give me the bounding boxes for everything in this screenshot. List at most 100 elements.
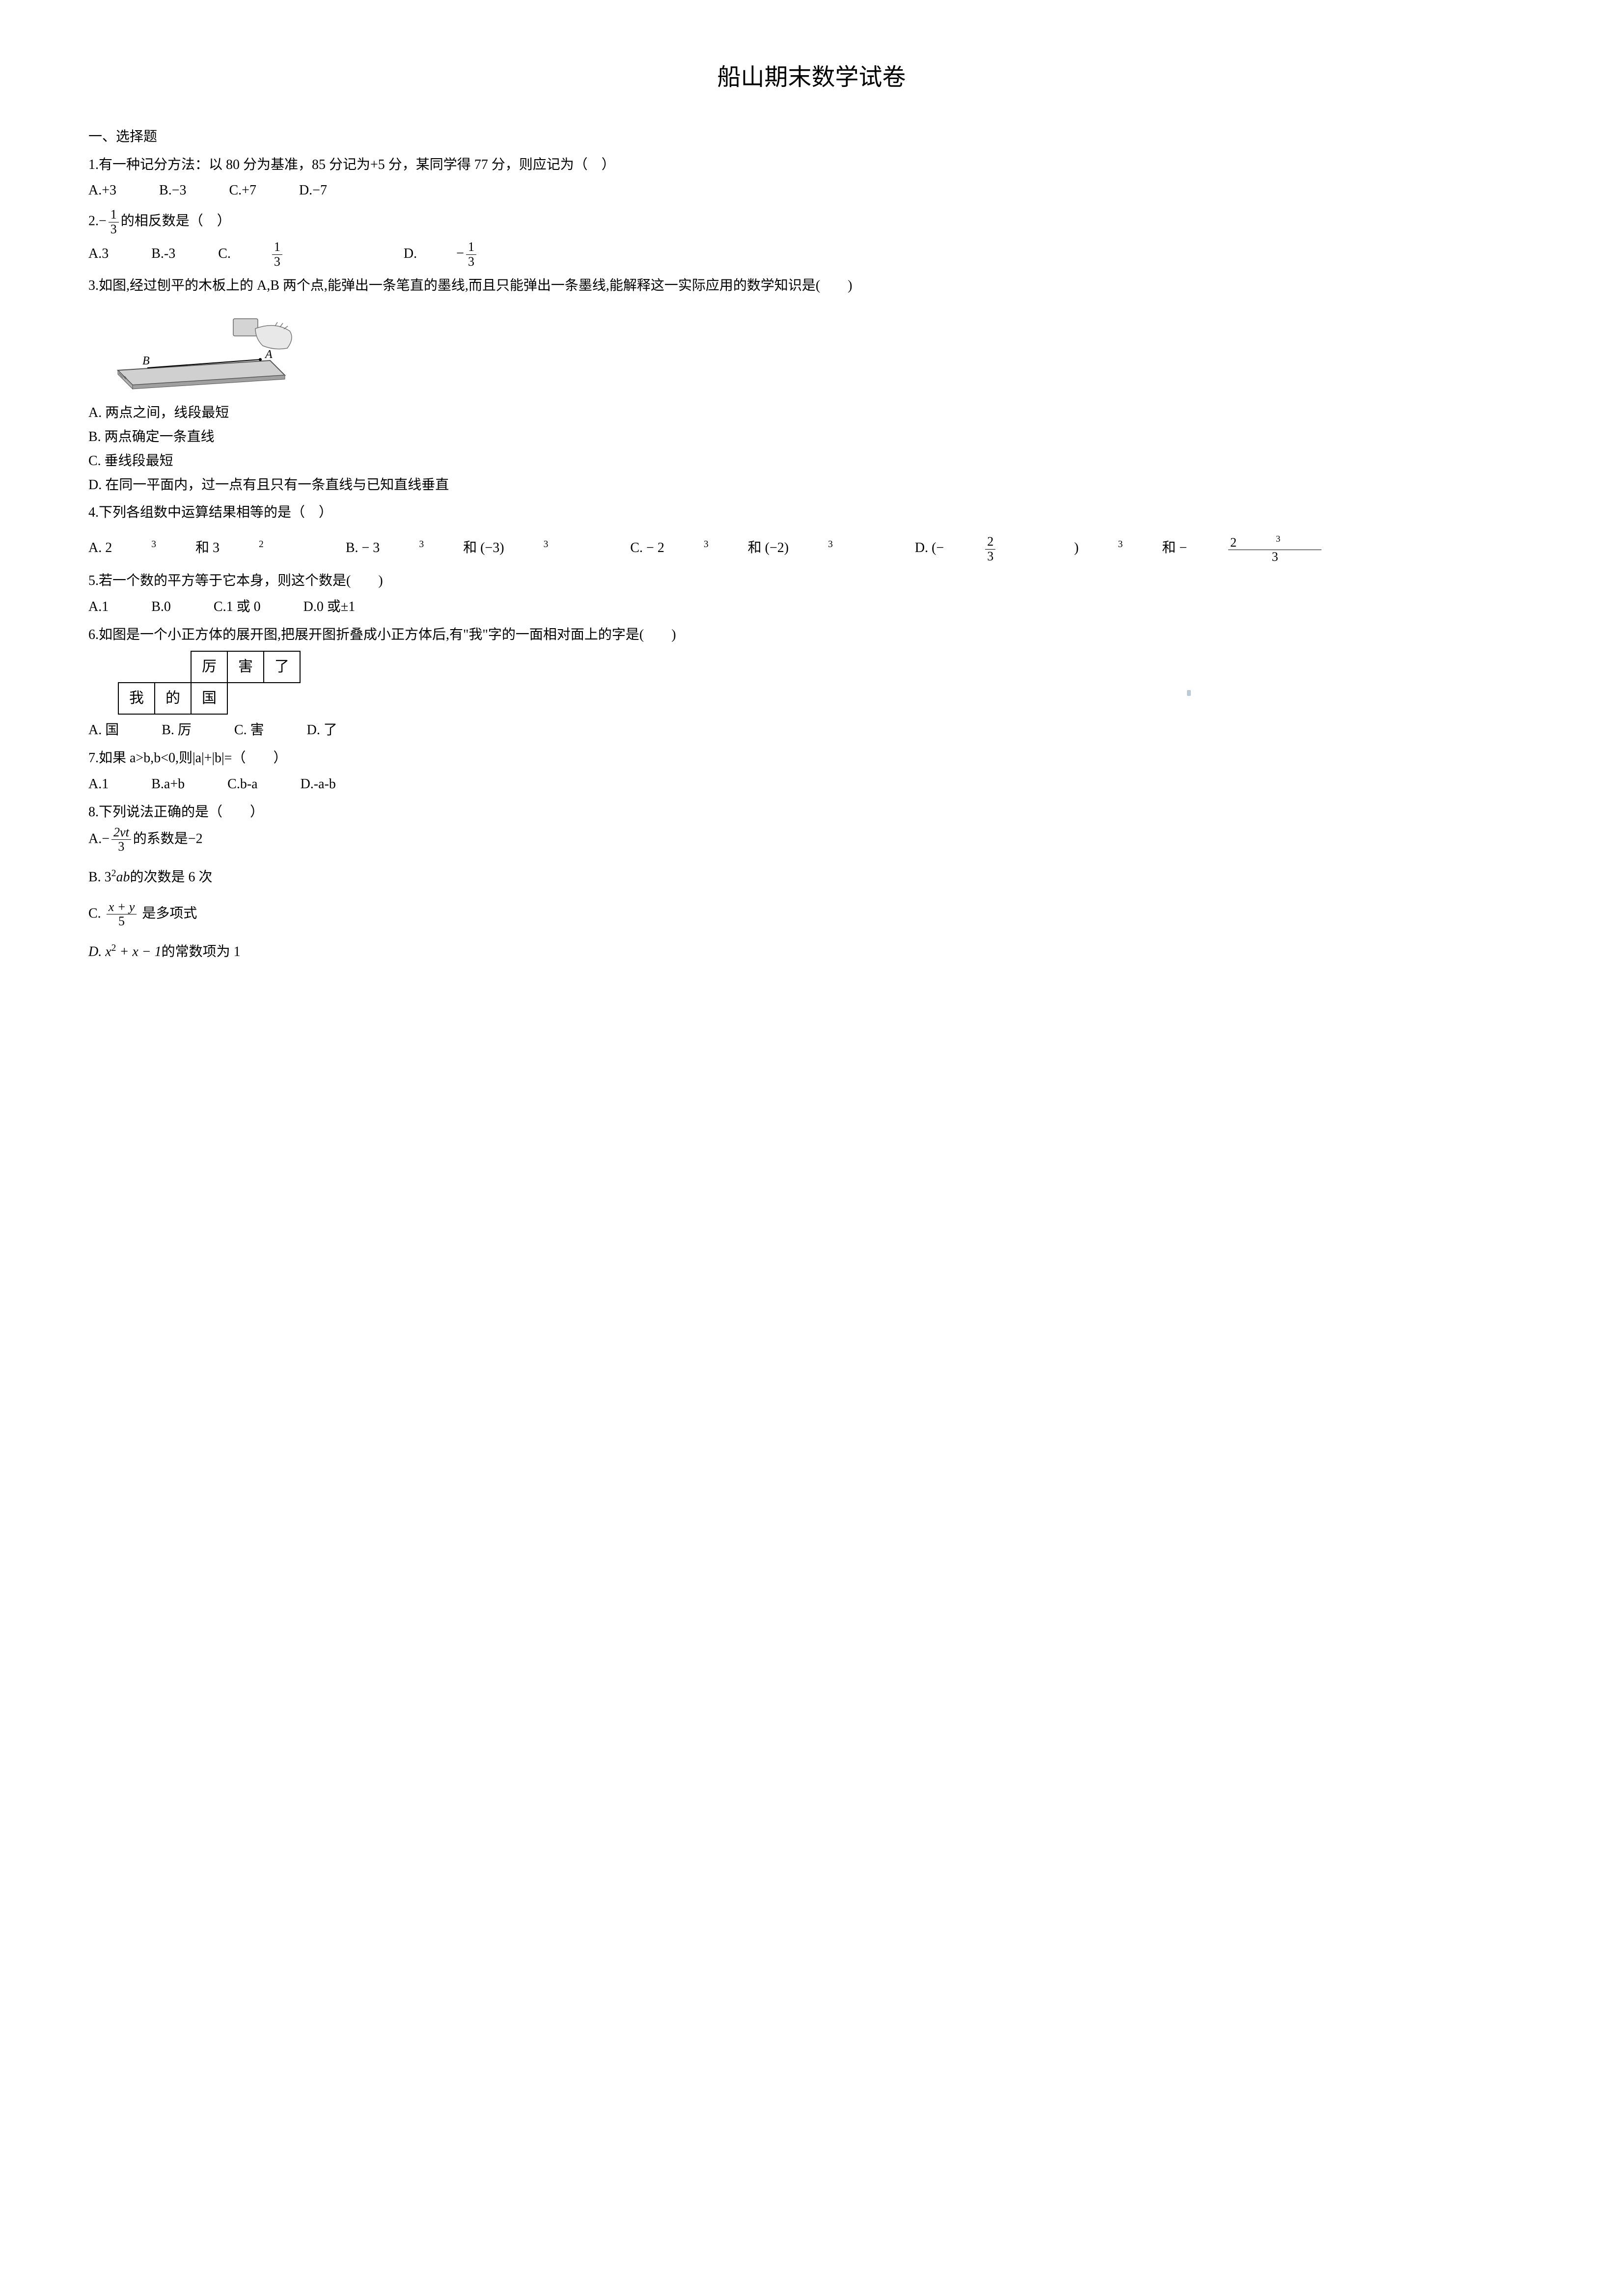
q4-optC: C. − 2 3 和 (−2) 3	[630, 537, 872, 559]
q4-optB-p2: 和 (−3)	[463, 537, 504, 559]
svg-text:B: B	[142, 355, 150, 367]
q2-optC-frac: 13	[272, 240, 322, 269]
q8-optB: B. 32ab的次数是 6 次	[88, 866, 1535, 888]
question-2: 2.−13的相反数是（ ） A.3 B.-3 C.13 D.−13	[88, 208, 1535, 269]
question-1: 1.有一种记分方法：以 80 分为基准，85 分记为+5 分，某同学得 77 分…	[88, 154, 1535, 202]
q2-optD-prefix: D.	[404, 243, 417, 265]
q8-optB-p3: 的次数是 6 次	[130, 869, 212, 885]
q7-options: A.1 B.a+b C.b-a D.-a-b	[88, 774, 1535, 796]
q8-optD: D. x2 + x − 1的常数项为 1	[88, 941, 1535, 963]
q4-optA-exp2: 2	[259, 537, 264, 552]
q7-optC: C.b-a	[227, 774, 257, 796]
q7-optA: A.1	[88, 774, 109, 796]
q2-optD: D.−13	[404, 240, 555, 269]
q8-optC-suffix: 是多项式	[138, 906, 197, 921]
q3-optD: D. 在同一平面内，过一点有且只有一条直线与已知直线垂直	[88, 474, 1535, 497]
q4-optC-exp1: 3	[704, 537, 709, 552]
q4-optB-p1: B. − 3	[346, 537, 380, 559]
q4-optD-frac2: 233	[1228, 534, 1361, 564]
q4-optD-p1: D. (−	[915, 537, 944, 559]
q7-text: 7.如果 a>b,b<0,则|a|+|b|=（ ）	[88, 747, 1535, 770]
smudge-mark	[1187, 690, 1191, 696]
wood-plank-diagram: A B	[108, 302, 1535, 397]
q4-options: A. 23和 32 B. − 33和 (−3)3 C. − 23和 (−2)3 …	[88, 534, 1535, 564]
q1-optB: B.−3	[159, 180, 186, 202]
q5-optD: D.0 或±1	[303, 596, 356, 618]
svg-text:A: A	[264, 348, 273, 361]
q6-optC: C. 害	[234, 719, 264, 742]
q6-text: 6.如图是一个小正方体的展开图,把展开图折叠成小正方体后,有"我"字的一面相对面…	[88, 624, 1535, 646]
q8-optC-den: 5	[107, 914, 137, 929]
q4-optC-exp2: 3	[828, 537, 833, 552]
q8-optD-exp: 2	[111, 943, 116, 953]
q1-optC: C.+7	[229, 180, 256, 202]
q8-optC-prefix: C.	[88, 906, 105, 921]
q2-options: A.3 B.-3 C.13 D.−13	[88, 240, 1535, 269]
q4-optD-den2: 3	[1228, 550, 1321, 564]
q4-optD-den1: 3	[985, 550, 995, 564]
q4-optA-exp1: 3	[151, 537, 156, 552]
net-cell-wo: 我	[118, 683, 155, 714]
q2-optC-prefix: C.	[218, 243, 231, 265]
question-7: 7.如果 a>b,b<0,则|a|+|b|=（ ） A.1 B.a+b C.b-…	[88, 747, 1535, 796]
q2-frac-den: 3	[109, 222, 119, 237]
q4-optD-num2: 23	[1228, 534, 1321, 550]
q5-optC: C.1 或 0	[214, 596, 261, 618]
q1-options: A.+3 B.−3 C.+7 D.−7	[88, 180, 1535, 202]
question-6: 6.如图是一个小正方体的展开图,把展开图折叠成小正方体后,有"我"字的一面相对面…	[88, 624, 1535, 742]
q2-optD-num: 1	[466, 240, 476, 255]
q2-prefix: 2.	[88, 214, 99, 229]
q7-optD: D.-a-b	[301, 774, 336, 796]
net-cell-guo: 国	[191, 683, 227, 714]
q1-optA: A.+3	[88, 180, 116, 202]
q8-text: 8.下列说法正确的是（ ）	[88, 802, 1535, 824]
q6-optA: A. 国	[88, 719, 119, 742]
q8-optA: A.−2vt3的系数是−2	[88, 826, 1535, 854]
q4-optD-frac1: 23	[985, 535, 1035, 563]
question-5: 5.若一个数的平方等于它本身，则这个数是( ) A.1 B.0 C.1 或 0 …	[88, 570, 1535, 618]
q8-optB-exp: 2	[111, 868, 116, 879]
q8-optD-p1: D. x	[88, 944, 111, 959]
q2-optD-frac: 13	[466, 240, 516, 269]
q1-text: 1.有一种记分方法：以 80 分为基准，85 分记为+5 分，某同学得 77 分…	[88, 154, 1535, 176]
q4-optD-num1: 2	[985, 535, 995, 550]
net-cell-li: 厉	[191, 651, 227, 683]
q4-optD-exp1: 3	[1118, 537, 1123, 552]
net-empty	[118, 651, 155, 683]
q2-optC: C. 13	[218, 240, 361, 269]
question-3: 3.如图,经过刨平的木板上的 A,B 两个点,能弹出一条笔直的墨线,而且只能弹出…	[88, 275, 1535, 497]
q8-optA-suffix: 的系数是−2	[133, 831, 203, 846]
q8-optB-p1: B. 3	[88, 869, 111, 885]
net-cell-hai: 害	[227, 651, 264, 683]
q8-optA-den: 3	[111, 840, 131, 854]
q6-optB: B. 厉	[162, 719, 192, 742]
q4-optD-p3: 和 −	[1162, 537, 1187, 559]
q4-optC-p2: 和 (−2)	[748, 537, 789, 559]
q4-optA-p1: A. 2	[88, 537, 112, 559]
q2-optB: B.-3	[151, 243, 175, 265]
q5-options: A.1 B.0 C.1 或 0 D.0 或±1	[88, 596, 1535, 618]
q6-options: A. 国 B. 厉 C. 害 D. 了	[88, 719, 1535, 742]
q3-optA: A. 两点之间，线段最短	[88, 402, 1535, 424]
q8-optA-prefix: A.	[88, 831, 102, 846]
q5-optB: B.0	[151, 596, 171, 618]
q2-fraction: 13	[109, 208, 119, 236]
q2-frac-num: 1	[109, 208, 119, 222]
q7-optB: B.a+b	[151, 774, 185, 796]
q4-optA: A. 23和 32	[88, 537, 303, 559]
q3-text: 3.如图,经过刨平的木板上的 A,B 两个点,能弹出一条笔直的墨线,而且只能弹出…	[88, 275, 1535, 297]
q4-optD-num2-exp: 3	[1276, 534, 1280, 544]
q2-text: 2.−13的相反数是（ ）	[88, 208, 1535, 236]
q4-optB: B. − 33和 (−3)3	[346, 537, 588, 559]
q5-optA: A.1	[88, 596, 109, 618]
q8-optC-num: x + y	[107, 900, 137, 915]
q8-optD-p3: 的常数项为 1	[162, 944, 241, 959]
q4-optB-exp1: 3	[419, 537, 424, 552]
q4-text: 4.下列各组数中运算结果相等的是（ ）	[88, 502, 1535, 524]
q4-optC-p1: C. − 2	[630, 537, 664, 559]
q5-text: 5.若一个数的平方等于它本身，则这个数是( )	[88, 570, 1535, 592]
q8-optA-frac: 2vt3	[111, 826, 131, 854]
net-cell-le: 了	[264, 651, 300, 683]
net-empty	[264, 683, 300, 714]
q2-optD-den: 3	[466, 255, 476, 269]
